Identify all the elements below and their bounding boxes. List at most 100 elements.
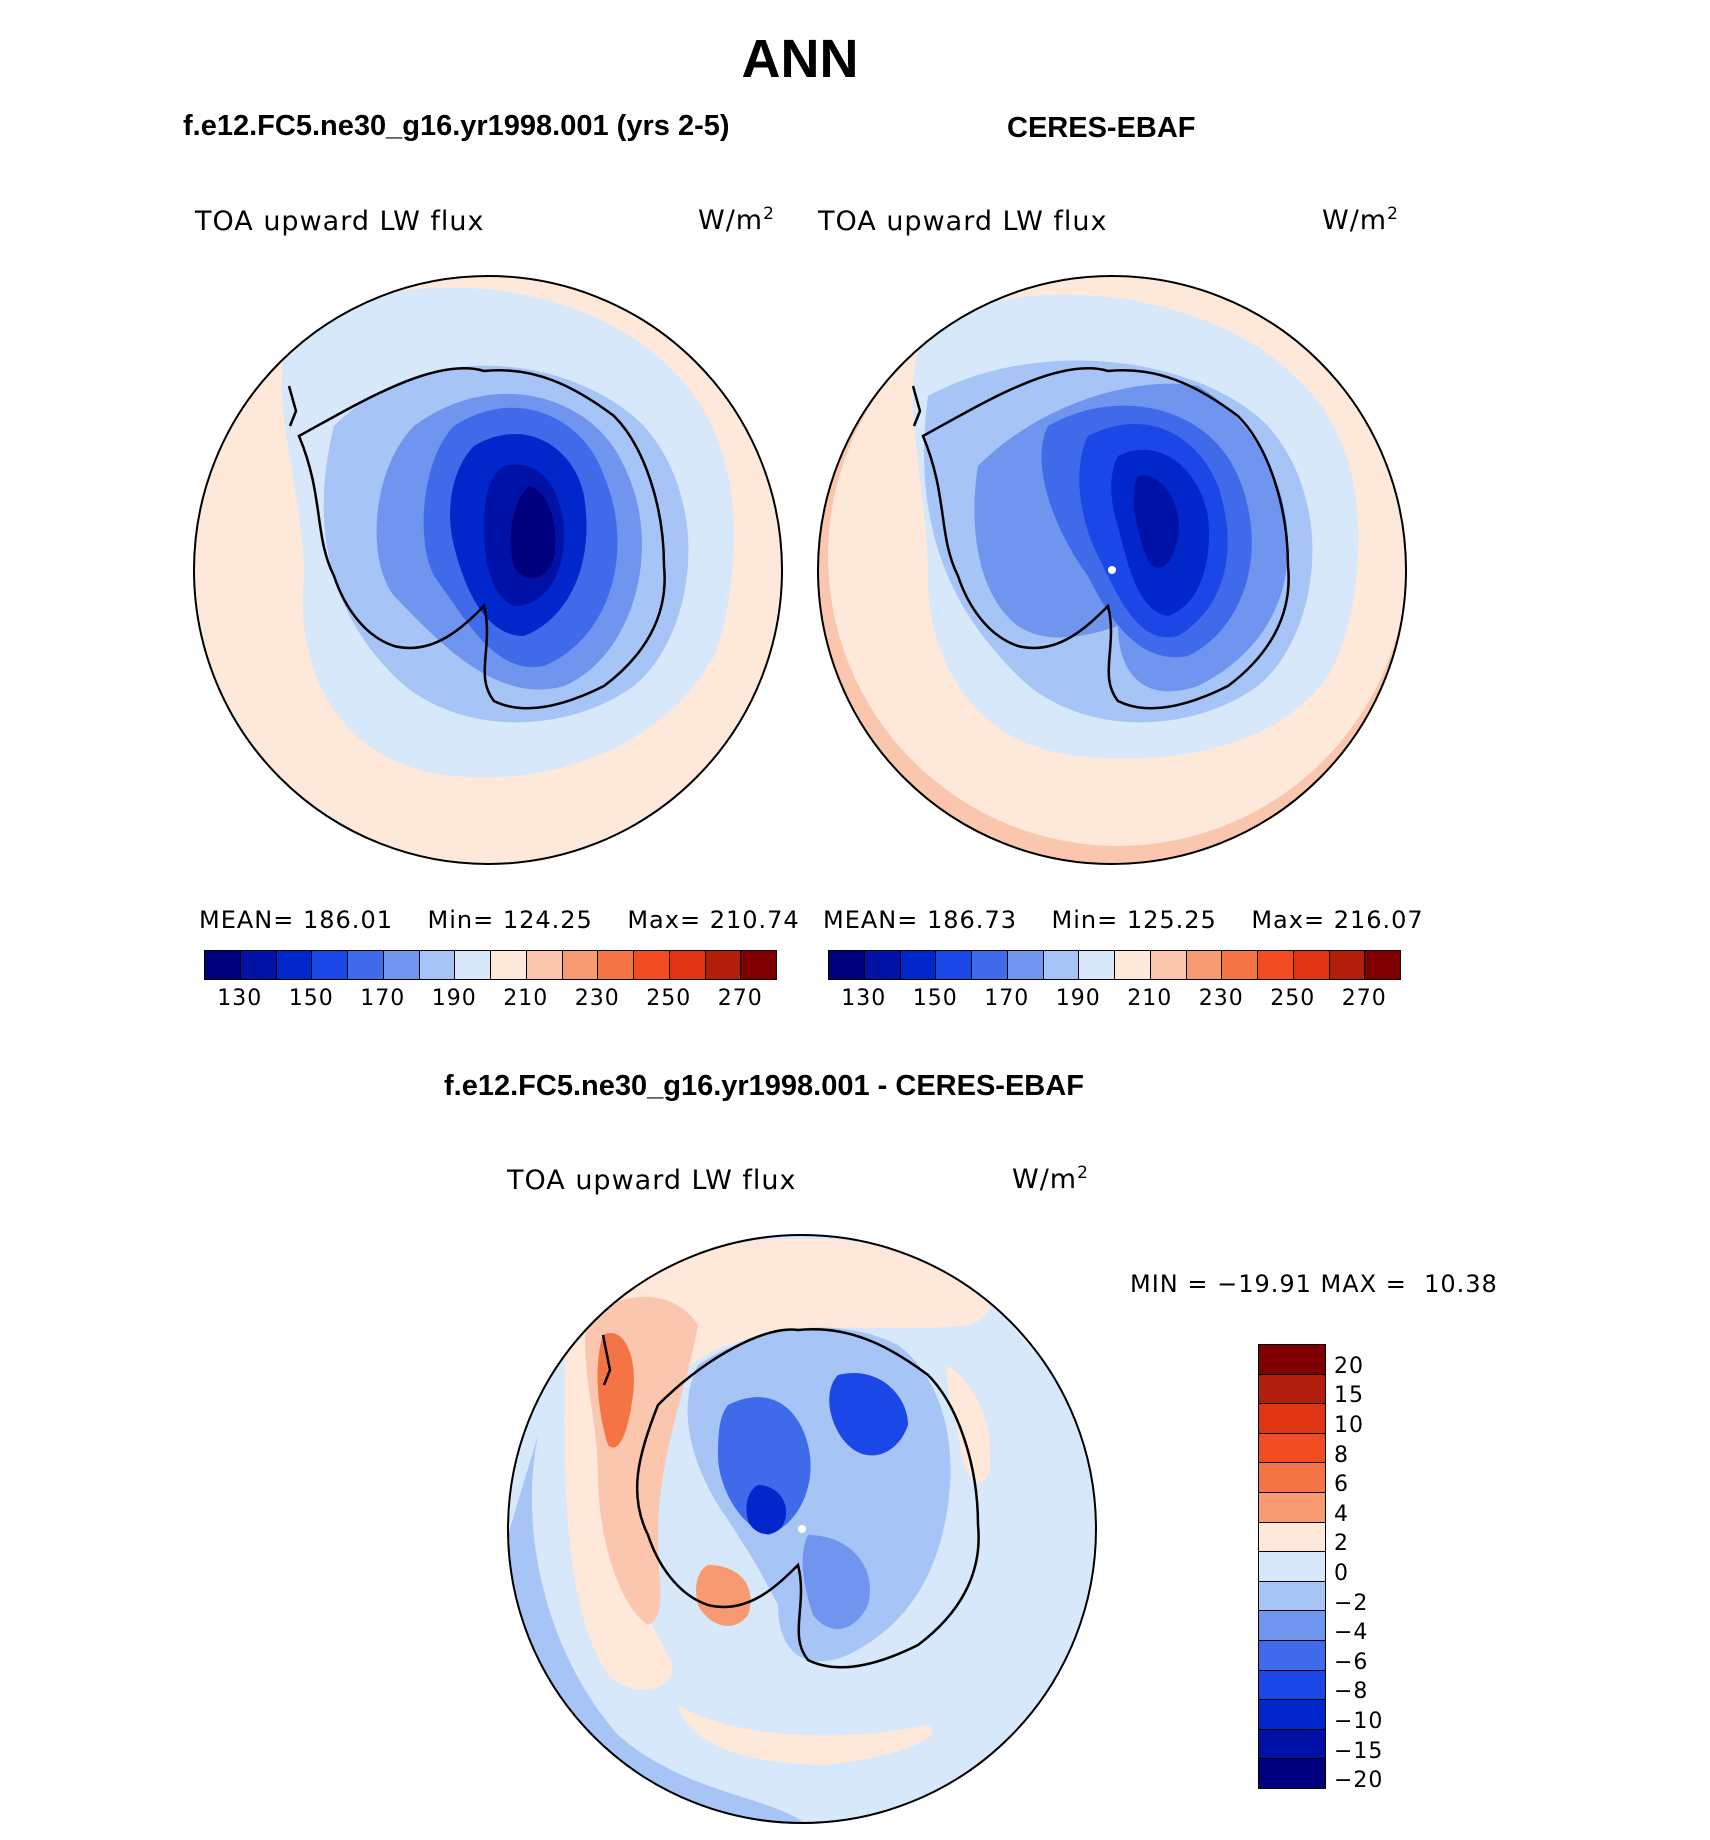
diff-colorbar-ticks: 20 15 10 8 6 4 2 0 −2 −4 −6 −8 −10 −15 −20 (1334, 1344, 1454, 1793)
colorbar-swatch (1258, 1728, 1326, 1760)
model-stats: MEAN= 186.01 Min= 124.25 Max= 210.74 (199, 906, 800, 934)
colorbar-tick-label: 8 (1334, 1442, 1349, 1468)
diff-units-label: W/m2 (1012, 1163, 1089, 1195)
colorbar-swatch (1258, 1462, 1326, 1493)
colorbar-swatch (1258, 1492, 1326, 1523)
diff-title: f.e12.FC5.ne30_g16.yr1998.001 - CERES-EB… (444, 1070, 1084, 1102)
colorbar-tick-label: −15 (1334, 1738, 1384, 1764)
colorbar-tick-label: 190 (431, 986, 477, 1011)
colorbar-swatch (1258, 1403, 1326, 1434)
colorbar-swatch (740, 950, 777, 980)
colorbar-swatch (275, 950, 313, 980)
colorbar-swatch (1328, 950, 1366, 980)
colorbar-swatch (1257, 950, 1294, 980)
diff-colorbar (1258, 1344, 1326, 1789)
colorbar-swatch (1221, 950, 1258, 980)
obs-colorbar-ticks: 130 150 170 190 210 230 250 270 (828, 986, 1400, 1016)
diff-minmax: MIN = −19.91 MAX = 10.38 (1130, 1270, 1498, 1298)
model-variable-label: TOA upward LW flux (195, 206, 485, 237)
colorbar-swatch (454, 950, 491, 980)
colorbar-swatch (1042, 950, 1080, 980)
model-colorbar (204, 950, 777, 980)
colorbar-tick-label: 210 (503, 986, 549, 1011)
colorbar-tick-label: 170 (360, 986, 406, 1011)
colorbar-tick-label: −10 (1334, 1709, 1384, 1734)
colorbar-swatch (382, 950, 420, 980)
colorbar-swatch (1258, 1344, 1326, 1375)
colorbar-tick-label: 170 (984, 986, 1030, 1011)
colorbar-swatch (899, 950, 937, 980)
colorbar-swatch (1258, 1758, 1326, 1789)
colorbar-swatch (1258, 1373, 1326, 1405)
colorbar-tick-label: −8 (1334, 1679, 1369, 1705)
colorbar-swatch (1364, 950, 1401, 980)
model-polar-map (193, 275, 783, 865)
model-case-label: f.e12.FC5.ne30_g16.yr1998.001 (yrs 2-5) (183, 110, 730, 142)
obs-units-label: W/m2 (1322, 204, 1399, 236)
colorbar-swatch (418, 950, 456, 980)
colorbar-swatch (1185, 950, 1223, 980)
colorbar-swatch (239, 950, 277, 980)
colorbar-swatch (1292, 950, 1330, 980)
obs-colorbar (828, 950, 1401, 980)
colorbar-swatch (1258, 1640, 1326, 1671)
colorbar-swatch (971, 950, 1008, 980)
colorbar-tick-label: 15 (1334, 1383, 1364, 1409)
colorbar-tick-label: 2 (1334, 1531, 1349, 1557)
colorbar-tick-label: 0 (1334, 1561, 1349, 1586)
colorbar-tick-label: −6 (1334, 1649, 1369, 1675)
diff-polar-map (507, 1234, 1097, 1824)
colorbar-tick-label: 250 (1270, 986, 1316, 1011)
colorbar-swatch (1258, 1432, 1326, 1464)
colorbar-swatch (525, 950, 563, 980)
obs-case-label: CERES-EBAF (1007, 112, 1196, 144)
colorbar-swatch (311, 950, 348, 980)
colorbar-tick-label: 130 (841, 986, 887, 1011)
colorbar-swatch (347, 950, 384, 980)
colorbar-swatch (1149, 950, 1187, 980)
colorbar-tick-label: 250 (646, 986, 692, 1011)
colorbar-tick-label: 210 (1127, 986, 1173, 1011)
colorbar-tick-label: 10 (1334, 1413, 1364, 1438)
colorbar-swatch (863, 950, 901, 980)
colorbar-swatch (633, 950, 670, 980)
obs-variable-label: TOA upward LW flux (818, 206, 1108, 237)
colorbar-tick-label: −4 (1334, 1620, 1369, 1646)
colorbar-tick-label: 270 (1341, 986, 1387, 1011)
colorbar-tick-label: 150 (288, 986, 334, 1011)
colorbar-tick-label: 20 (1334, 1353, 1364, 1379)
colorbar-tick-label: 6 (1334, 1472, 1349, 1498)
colorbar-tick-label: −20 (1334, 1768, 1384, 1794)
colorbar-tick-label: 4 (1334, 1501, 1349, 1527)
colorbar-swatch (668, 950, 706, 980)
colorbar-tick-label: 150 (912, 986, 958, 1011)
obs-stats: MEAN= 186.73 Min= 125.25 Max= 216.07 (823, 906, 1424, 934)
model-units-label: W/m2 (698, 204, 775, 236)
colorbar-swatch (1258, 1521, 1326, 1553)
colorbar-tick-label: 270 (717, 986, 763, 1011)
colorbar-tick-label: 230 (574, 986, 620, 1011)
colorbar-swatch (597, 950, 634, 980)
colorbar-swatch (1258, 1699, 1326, 1730)
colorbar-swatch (1114, 950, 1151, 980)
colorbar-tick-label: 130 (217, 986, 263, 1011)
colorbar-swatch (1258, 1551, 1326, 1582)
diff-variable-label: TOA upward LW flux (507, 1165, 797, 1196)
colorbar-swatch (704, 950, 742, 980)
colorbar-swatch (1258, 1580, 1326, 1612)
colorbar-swatch (1006, 950, 1044, 980)
colorbar-swatch (561, 950, 599, 980)
colorbar-tick-label: 230 (1198, 986, 1244, 1011)
colorbar-swatch (204, 950, 241, 980)
colorbar-tick-label: −2 (1334, 1590, 1369, 1616)
model-colorbar-ticks: 130 150 170 190 210 230 250 270 (204, 986, 776, 1016)
colorbar-swatch (1258, 1669, 1326, 1701)
colorbar-swatch (1258, 1610, 1326, 1641)
obs-polar-map (817, 275, 1407, 865)
colorbar-swatch (1078, 950, 1115, 980)
figure-title: ANN (741, 29, 859, 89)
colorbar-swatch (935, 950, 972, 980)
colorbar-tick-label: 190 (1055, 986, 1101, 1011)
colorbar-swatch (828, 950, 865, 980)
colorbar-swatch (490, 950, 527, 980)
